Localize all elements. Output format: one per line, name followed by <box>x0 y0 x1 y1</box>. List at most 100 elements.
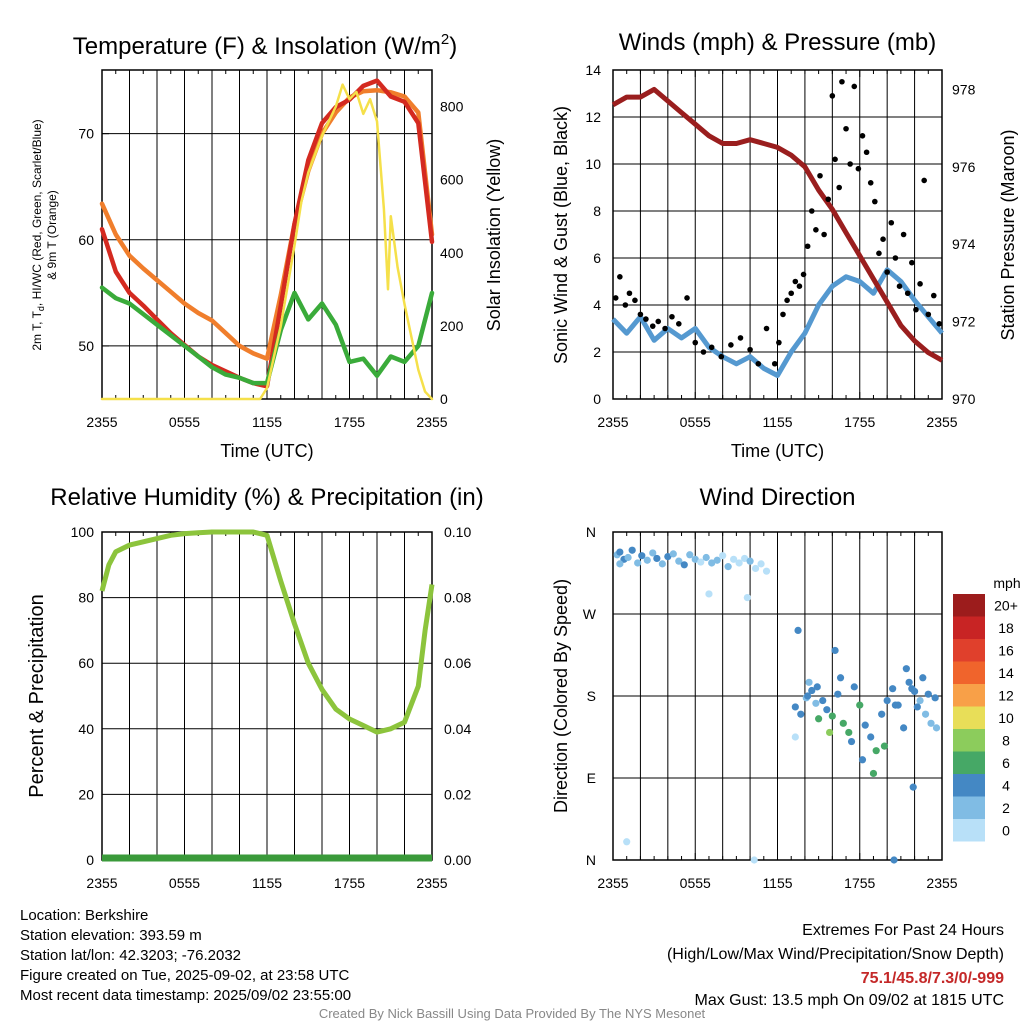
dir-point <box>850 683 858 691</box>
temp-title-main: Temperature (F) & Insolation (W/m <box>73 33 441 60</box>
dir-point <box>878 710 886 718</box>
rh-series <box>99 529 435 735</box>
legend-swatch <box>953 796 985 819</box>
legend-label: 14 <box>998 665 1014 681</box>
wind-gust-point <box>771 360 778 367</box>
legend-label: 0 <box>1002 822 1010 838</box>
wind-xtick-label: 1755 <box>844 414 875 430</box>
legend-swatch <box>953 594 985 617</box>
dir-point <box>890 856 898 864</box>
dir-point <box>883 696 891 705</box>
dir-point <box>839 719 847 727</box>
wind-gust-point <box>728 342 734 348</box>
rh-y2tick-label: 0.06 <box>444 655 471 671</box>
legend-label: 4 <box>1002 777 1010 793</box>
rh-y2tick-label: 0.00 <box>444 852 471 868</box>
dir-point <box>757 560 765 568</box>
dir-point <box>616 560 624 568</box>
dir-xtick-label: 0555 <box>680 875 711 891</box>
dir-ytick-label: S <box>587 688 596 704</box>
rh-xtick-label: 0555 <box>169 875 200 891</box>
wind-gust-point <box>676 321 682 327</box>
temp-xtick-label: 1155 <box>252 414 282 430</box>
dir-point <box>750 856 758 864</box>
dir-point <box>900 724 908 732</box>
dir-point <box>664 553 672 561</box>
temp-y2tick-label: 400 <box>440 245 464 261</box>
wind-gust-point <box>813 227 819 233</box>
legend-label: 10 <box>998 710 1014 726</box>
temp-series-temp9m <box>99 87 435 361</box>
dir-point <box>815 715 823 723</box>
dir-point <box>713 556 721 564</box>
wind-y2tick-label: 970 <box>952 391 976 407</box>
temp-xtick-label: 2355 <box>86 414 117 430</box>
temp-title-sup: 2 <box>441 31 449 48</box>
dir-point <box>819 696 827 705</box>
rh-ylabel: Percent & Precipitation <box>26 594 48 797</box>
rh-y2tick-label: 0.04 <box>444 721 471 737</box>
dir-ylabel: Direction (Colored By Speed) <box>551 579 571 813</box>
temp-xlabel: Time (UTC) <box>220 441 313 461</box>
dir-point <box>724 563 732 571</box>
temp-title: Temperature (F) & Insolation (W/m2) <box>73 31 457 60</box>
dir-point <box>649 549 657 557</box>
wind-gust-point <box>617 274 623 280</box>
legend-label: 6 <box>1002 755 1010 771</box>
wind-ylabel-right: Station Pressure (Maroon) <box>998 129 1018 340</box>
dir-point <box>686 551 694 559</box>
dir-point <box>847 737 856 746</box>
wind-gust-point <box>632 297 638 304</box>
wind-ytick-label: 10 <box>585 156 601 172</box>
wind-gust-point <box>825 196 832 203</box>
legend-label: 16 <box>998 642 1014 658</box>
wind-gust-point <box>763 325 770 332</box>
dir-point <box>634 559 642 567</box>
rh-ytick-label: 40 <box>78 721 94 737</box>
wind-gust-point <box>747 346 753 353</box>
rh-y2tick-label: 0.10 <box>444 524 471 540</box>
dir-point <box>741 554 749 563</box>
legend-swatch <box>953 751 985 774</box>
wind-ytick-label: 6 <box>593 250 601 266</box>
wind-gust-point <box>921 177 927 184</box>
temp-y2tick-label: 800 <box>440 99 464 115</box>
dir-point <box>931 694 939 702</box>
temp-ylabel-sub: d <box>36 306 46 311</box>
dir-point <box>762 567 771 575</box>
wind-gust-point <box>662 325 668 332</box>
footer-credit: Created By Nick Bassill Using Data Provi… <box>318 1006 706 1021</box>
dir-point <box>805 678 813 686</box>
wind-gust-point <box>708 344 715 351</box>
temp-series <box>99 78 435 401</box>
wind-gust-point <box>808 208 815 214</box>
rh-y2tick-label: 0.08 <box>444 590 471 606</box>
dir-point <box>797 710 805 718</box>
info-created: Figure created on Tue, 2025-09-02, at 23… <box>20 967 350 984</box>
dir-point <box>638 552 646 560</box>
wind-ytick-label: 2 <box>593 344 601 360</box>
legend-swatch <box>953 819 985 842</box>
wind-gust-point <box>913 306 919 313</box>
dir-ytick-label: N <box>586 852 596 868</box>
dir-point <box>691 555 699 563</box>
rh-ytick-label: 20 <box>78 786 94 802</box>
temp-y2tick-label: 0 <box>440 391 448 407</box>
legend-swatch <box>953 706 985 729</box>
wind-ytick-label: 14 <box>585 62 601 78</box>
extremes-values: 75.1/45.8/7.3/0/-999 <box>860 970 1004 987</box>
dir-point <box>624 553 632 562</box>
rh-ytick-label: 0 <box>86 852 94 868</box>
wind-gust-point <box>904 290 911 297</box>
dir-point <box>831 646 839 655</box>
rh-title: Relative Humidity (%) & Precipitation (i… <box>50 484 483 511</box>
dir-point <box>791 703 799 711</box>
wind-gust-point <box>817 172 823 179</box>
wind-gust-point <box>876 250 882 257</box>
wind-gust-point <box>867 180 874 186</box>
wind-gust-point <box>872 198 878 205</box>
wind-gust-point <box>888 219 895 226</box>
legend-swatch <box>953 639 985 662</box>
dir-point <box>658 560 666 568</box>
